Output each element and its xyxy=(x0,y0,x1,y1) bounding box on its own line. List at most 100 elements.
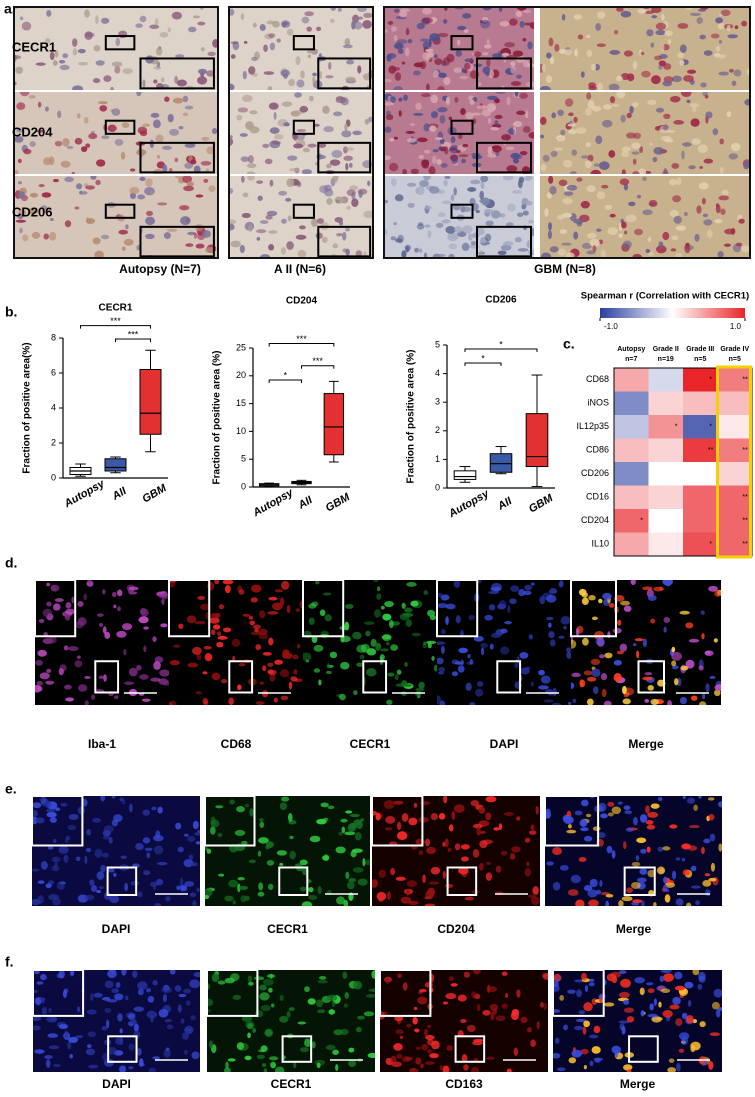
cell xyxy=(368,988,375,993)
cell xyxy=(123,238,134,246)
cell xyxy=(606,845,613,854)
cell xyxy=(52,178,60,183)
cell xyxy=(490,1012,495,1021)
cell xyxy=(660,970,672,974)
heatmap-cell xyxy=(683,438,718,463)
cell xyxy=(410,600,419,607)
cell xyxy=(528,219,534,224)
inset xyxy=(139,57,215,90)
cell xyxy=(628,201,636,207)
cell xyxy=(189,979,200,989)
cell xyxy=(547,230,552,240)
cell xyxy=(256,236,261,241)
cell xyxy=(581,972,587,981)
texture xyxy=(437,580,571,705)
cell xyxy=(346,205,351,210)
cell xyxy=(495,865,502,873)
cell xyxy=(652,156,658,163)
cell xyxy=(85,1048,96,1056)
cell xyxy=(657,846,664,852)
cell xyxy=(573,116,578,123)
cell xyxy=(396,821,402,831)
cell xyxy=(206,146,215,155)
cell xyxy=(64,1030,69,1039)
cell xyxy=(692,105,697,113)
cell xyxy=(424,981,434,988)
cell xyxy=(719,166,724,174)
box xyxy=(453,470,477,480)
column-count: n=5 xyxy=(694,356,706,363)
cell xyxy=(698,975,706,983)
cell xyxy=(441,645,445,654)
cell xyxy=(200,47,205,52)
cell xyxy=(125,224,129,230)
cell xyxy=(559,48,566,54)
cell xyxy=(58,60,66,64)
cell xyxy=(661,13,665,21)
cell xyxy=(639,146,644,154)
cell xyxy=(335,96,347,104)
cell xyxy=(175,822,182,830)
cell xyxy=(114,695,119,700)
cell xyxy=(293,669,298,675)
cell xyxy=(378,898,384,902)
channel-label: CD163 xyxy=(445,1077,483,1091)
y-axis-label: Fraction of positive area (%) xyxy=(406,350,417,484)
cell xyxy=(622,1064,633,1071)
cell xyxy=(413,112,424,116)
cell xyxy=(257,195,263,201)
cell xyxy=(575,1018,587,1023)
cell xyxy=(557,1067,566,1072)
cell xyxy=(387,53,397,59)
cell xyxy=(514,237,522,243)
micrograph xyxy=(14,176,218,258)
cell xyxy=(640,1010,645,1017)
cell xyxy=(550,150,558,158)
row-label: CD16 xyxy=(586,492,609,502)
cell xyxy=(599,161,610,170)
cell xyxy=(430,866,441,875)
cell xyxy=(34,970,40,975)
cell xyxy=(145,178,153,187)
roi-box xyxy=(628,1035,659,1063)
cell xyxy=(429,33,440,42)
cell xyxy=(86,1009,97,1015)
cell xyxy=(196,76,208,85)
cell xyxy=(709,675,716,679)
cell xyxy=(139,176,146,182)
cell xyxy=(312,76,316,85)
cell xyxy=(589,1034,599,1039)
cell xyxy=(44,1054,53,1060)
panel-letter: a. xyxy=(4,1,16,17)
cell xyxy=(603,1002,615,1007)
cell xyxy=(273,697,278,703)
cell xyxy=(52,1063,62,1068)
micrograph xyxy=(32,969,200,1072)
cell xyxy=(568,112,574,117)
cell xyxy=(703,838,711,844)
cell xyxy=(217,631,222,637)
cell xyxy=(306,26,313,32)
cell xyxy=(437,86,445,90)
cell xyxy=(637,8,647,14)
cell xyxy=(375,813,381,821)
cell xyxy=(340,818,348,823)
cell xyxy=(627,73,635,82)
cell xyxy=(653,586,664,592)
y-tick-label: 5 xyxy=(435,339,440,349)
cell xyxy=(522,37,527,42)
cell xyxy=(435,222,444,228)
inset xyxy=(379,969,432,1017)
cell xyxy=(320,802,329,808)
cell xyxy=(46,811,57,818)
cell xyxy=(469,658,474,665)
cell xyxy=(718,843,722,852)
cell xyxy=(259,984,267,991)
cell xyxy=(681,150,685,160)
cell xyxy=(631,861,641,867)
cell xyxy=(580,71,585,78)
cell xyxy=(274,134,284,140)
cell xyxy=(84,894,95,901)
cell xyxy=(38,183,45,188)
cell xyxy=(335,1064,339,1072)
